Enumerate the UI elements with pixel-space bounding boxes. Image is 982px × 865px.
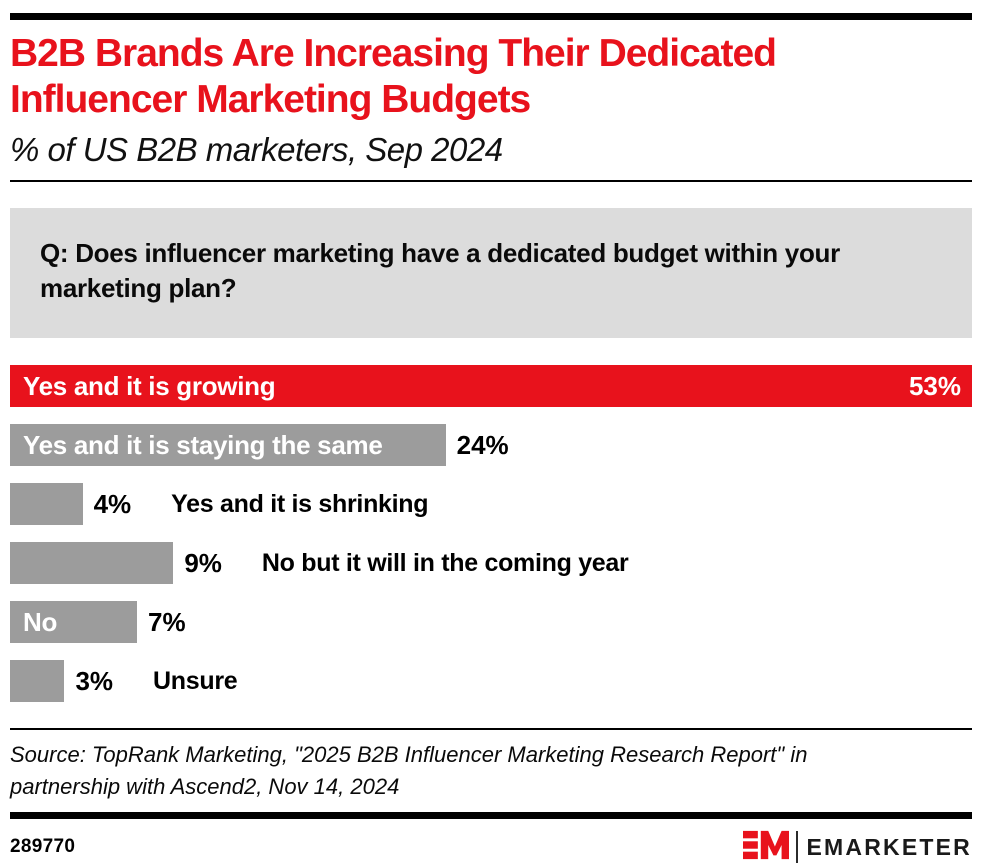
chart-id: 289770 (10, 836, 76, 858)
bar-value: 4% (93, 488, 132, 519)
bar-label: Unsure (153, 666, 238, 695)
bar-4: No (10, 601, 138, 644)
source-line1: Source: TopRank Marketing, "2025 B2B Inf… (10, 742, 808, 768)
bottom-rule (10, 812, 972, 820)
page-subtitle: % of US B2B marketers, Sep 2024 (10, 131, 503, 169)
brand-name: EMARKETER (806, 833, 972, 860)
bar-row-0: Yes and it is growing 53% (10, 365, 972, 408)
survey-question-line1: Q: Does influencer marketing have a dedi… (40, 238, 840, 269)
bar-3 (10, 542, 174, 585)
source-note: Source: TopRank Marketing, "2025 B2B Inf… (10, 739, 972, 803)
bar-1: Yes and it is staying the same (10, 424, 446, 467)
survey-question-box: Q: Does influencer marketing have a dedi… (10, 208, 972, 339)
footer: 289770 EMARKETER (10, 830, 972, 864)
survey-question-text: Q: Does influencer marketing have a dedi… (40, 236, 942, 306)
bar-label: No but it will in the coming year (261, 548, 629, 577)
source-divider (10, 728, 972, 731)
bar-row-3: 9% No but it will in the coming year (10, 542, 972, 585)
bar-value: 24% (456, 429, 509, 460)
top-rule (10, 13, 972, 20)
source-line2: partnership with Ascend2, Nov 14, 2024 (10, 774, 400, 800)
bar-label: Yes and it is shrinking (171, 489, 429, 518)
header-divider (10, 180, 972, 183)
page-title-line1: B2B Brands Are Increasing Their Dedicate… (10, 32, 777, 75)
emarketer-logo: EMARKETER (742, 830, 972, 865)
page-title-line2: Influencer Marketing Budgets (10, 77, 531, 121)
em-monogram-icon (742, 830, 789, 865)
bar-value: 3% (75, 665, 114, 696)
bar-row-4: No 7% (10, 601, 972, 644)
bar-value: 7% (148, 606, 186, 637)
bar-value: 53% (908, 370, 961, 401)
bar-2 (10, 483, 83, 526)
bar-label: No (23, 606, 58, 637)
bar-chart: Yes and it is growing 53% Yes and it is st… (10, 365, 972, 703)
logo-divider (795, 831, 798, 864)
bar-row-2: 4% Yes and it is shrinking (10, 483, 972, 526)
bar-5 (10, 660, 65, 703)
survey-question-line2: marketing plan? (40, 273, 237, 304)
bar-label: Yes and it is growing (23, 370, 276, 401)
bar-row-5: 3% Unsure (10, 660, 972, 703)
bar-row-1: Yes and it is staying the same 24% (10, 424, 972, 467)
page-title: B2B Brands Are Increasing Their Dedicate… (10, 31, 972, 122)
bar-value: 9% (184, 547, 222, 578)
bar-0: Yes and it is growing 53% (10, 365, 972, 408)
bar-label: Yes and it is staying the same (23, 429, 383, 460)
